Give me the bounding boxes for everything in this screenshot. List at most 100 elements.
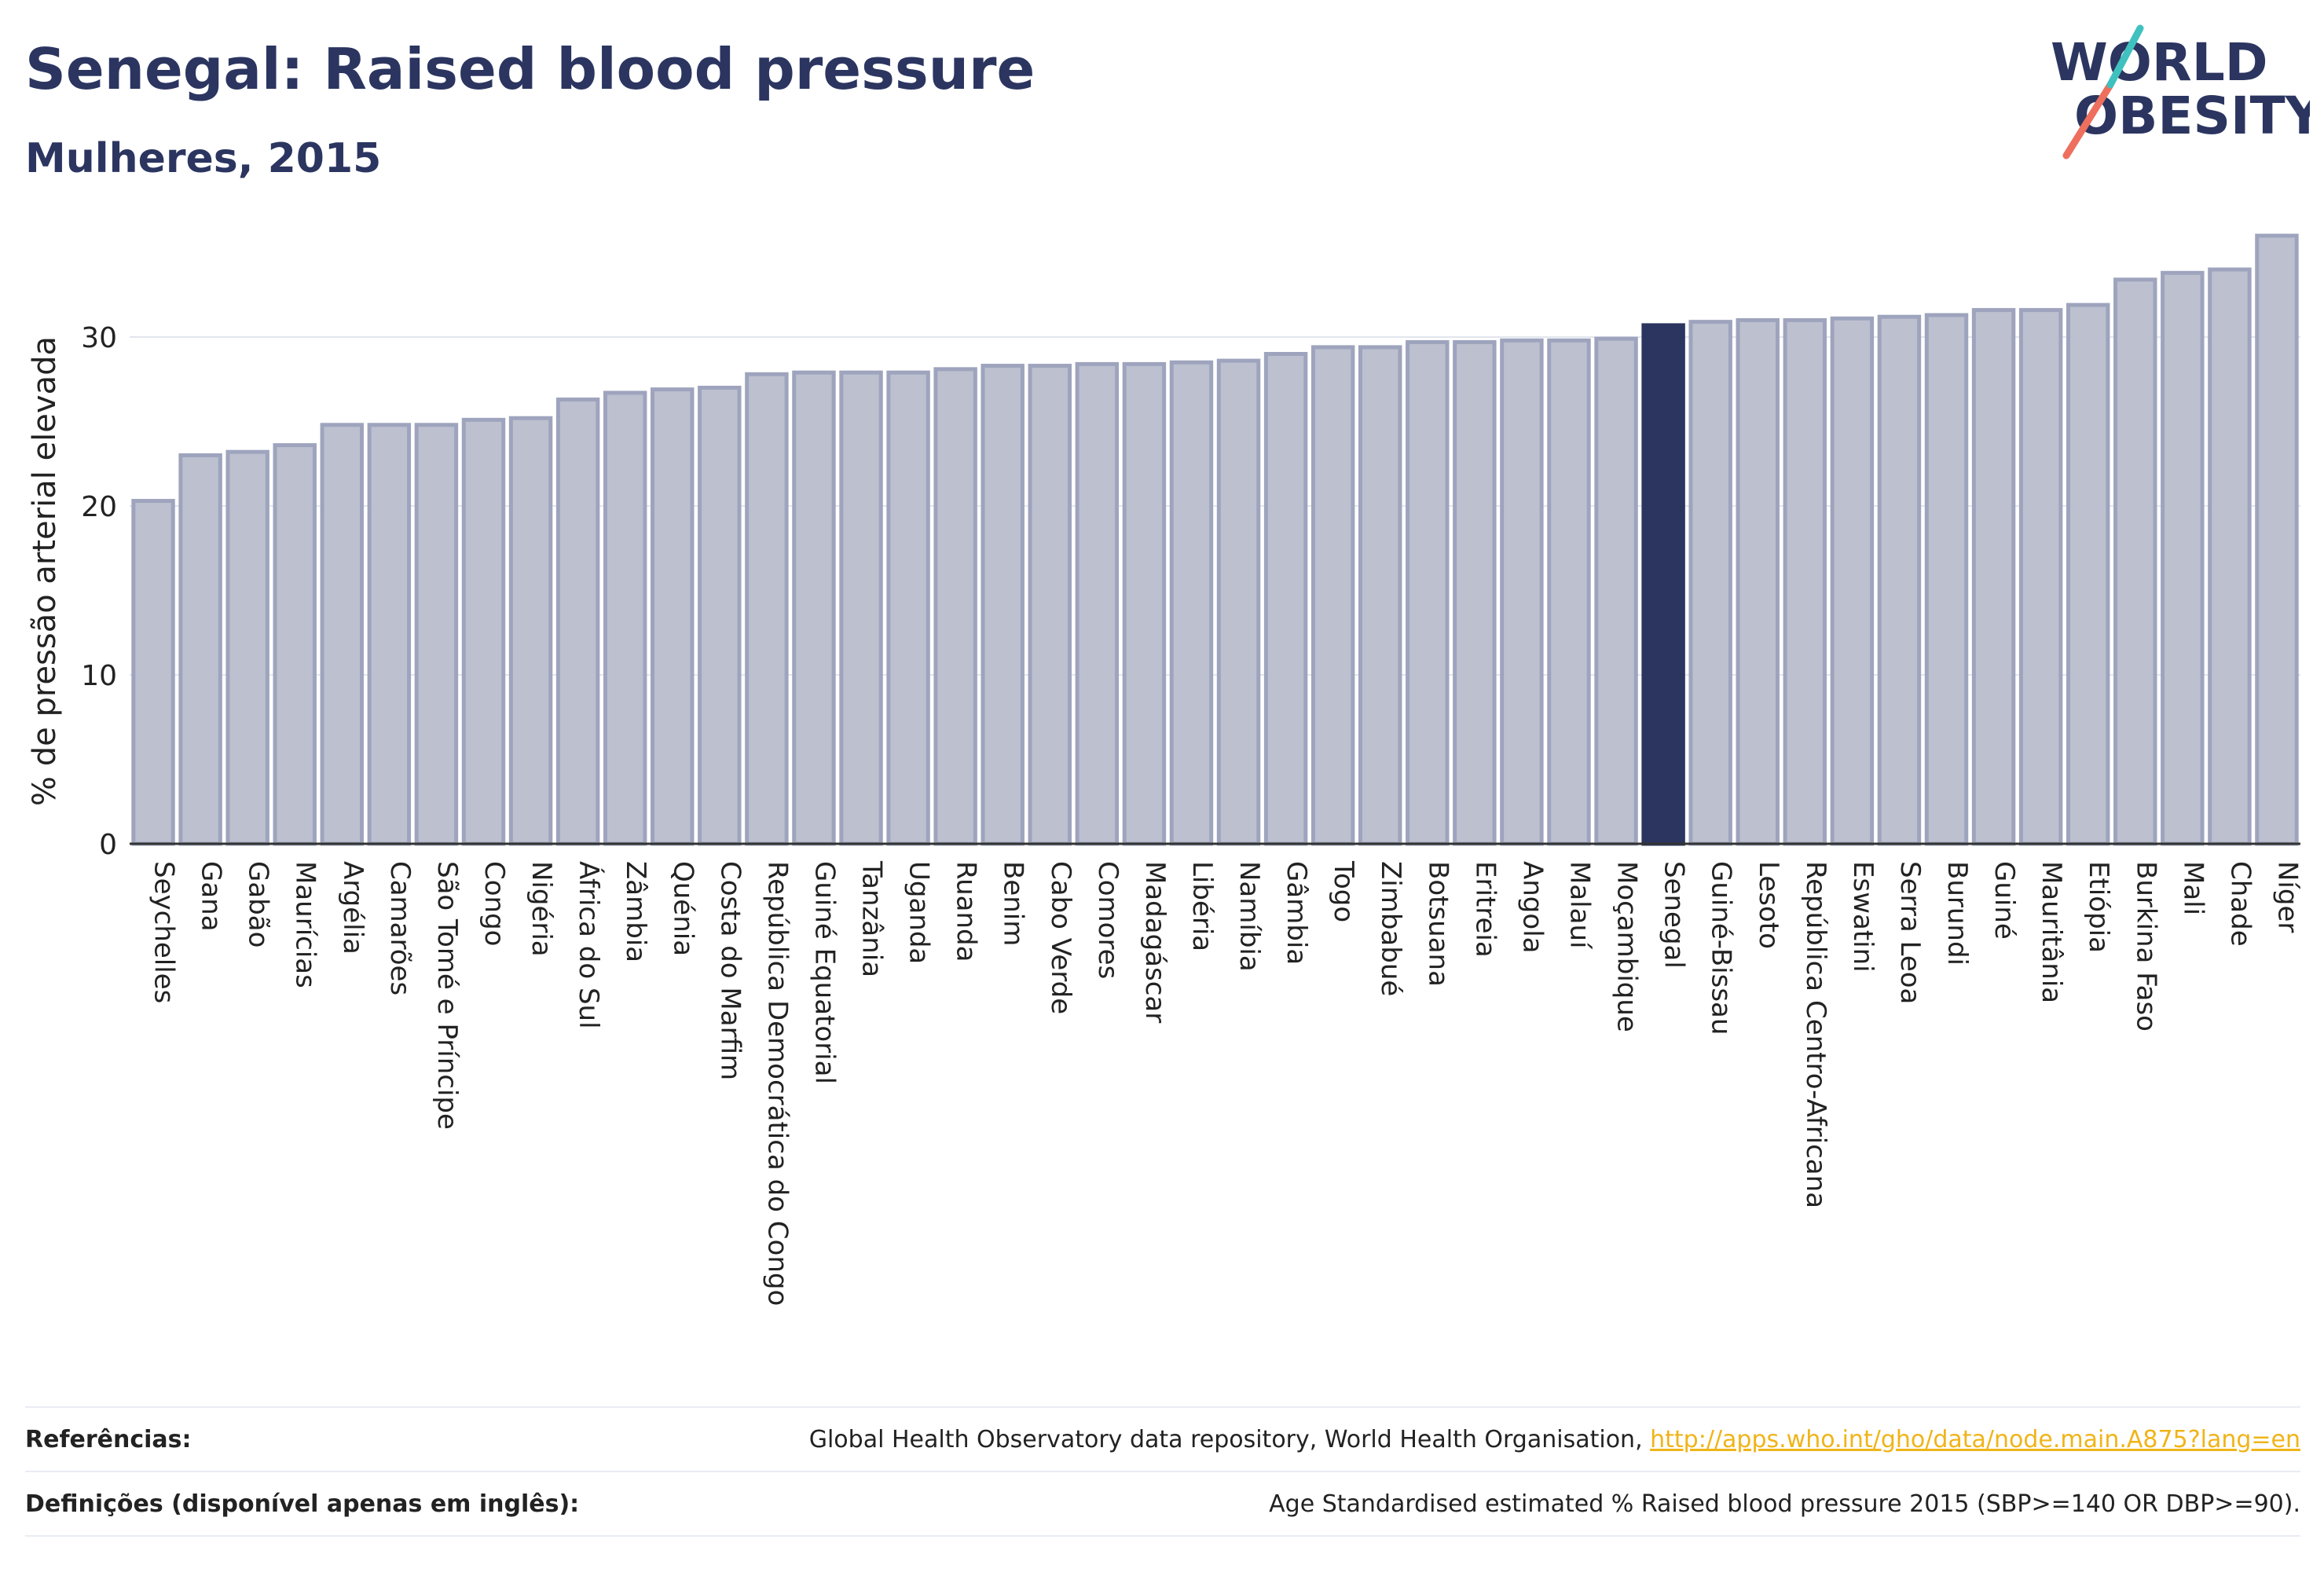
x-tick-label: Botsuana bbox=[1422, 861, 1453, 987]
logo-slash-coral bbox=[2062, 81, 2114, 159]
x-tick-label: Níger bbox=[2271, 861, 2303, 933]
bar bbox=[1406, 339, 1450, 846]
bar bbox=[2066, 302, 2110, 846]
references-link[interactable]: http://apps.who.int/gho/data/node.main.A… bbox=[1650, 1425, 2300, 1453]
bar bbox=[1500, 338, 1544, 846]
y-tick-label: 30 bbox=[81, 322, 117, 354]
references-label: Referências: bbox=[25, 1425, 192, 1453]
x-tick-label: Senegal bbox=[1659, 861, 1690, 969]
references-value: Global Health Observatory data repositor… bbox=[809, 1426, 2300, 1453]
x-tick-label: Camarões bbox=[384, 861, 416, 995]
x-tick-label: Chade bbox=[2224, 861, 2256, 947]
x-tick-label: Nigéria bbox=[526, 861, 557, 957]
definitions-label: Definições (disponível apenas em inglês)… bbox=[25, 1490, 580, 1518]
x-tick-label: Congo bbox=[478, 861, 510, 946]
x-tick-label: Gana bbox=[196, 861, 227, 932]
x-tick-label: África do Sul bbox=[573, 861, 605, 1029]
bar bbox=[461, 417, 506, 846]
bar bbox=[1453, 339, 1497, 846]
bar bbox=[2255, 233, 2299, 846]
x-tick-label: República Democrática do Congo bbox=[761, 861, 793, 1306]
world-obesity-logo: WORLD OBESITY bbox=[2051, 24, 2310, 159]
x-tick-label: Ruanda bbox=[951, 861, 982, 962]
bar bbox=[1877, 314, 1922, 846]
x-tick-label: Togo bbox=[1328, 860, 1359, 922]
logo-slash-teal bbox=[2106, 24, 2144, 89]
x-tick-label: Madagáscar bbox=[1139, 861, 1171, 1023]
bar bbox=[1169, 360, 1214, 846]
x-tick-label: Benim bbox=[998, 861, 1029, 946]
chart-title: Senegal: Raised blood pressure bbox=[25, 36, 1036, 102]
bar bbox=[1736, 318, 1780, 846]
x-tick-label: Uganda bbox=[904, 861, 935, 964]
bar-chart: 0 10 20 30 Seychelles Gana Gabão Maurícias Argé… bbox=[27, 233, 2303, 1306]
definitions-row: Definições (disponível apenas em inglês)… bbox=[25, 1471, 2300, 1537]
x-tick-label: Moçambique bbox=[1611, 861, 1643, 1032]
logo-line2: OBESITY bbox=[2074, 86, 2310, 146]
x-tick-label: Eritreia bbox=[1469, 861, 1501, 958]
bar bbox=[414, 423, 459, 846]
bar bbox=[886, 370, 930, 846]
y-tick-labels: 0 10 20 30 bbox=[81, 322, 117, 861]
footer: Referências: Global Health Observatory d… bbox=[25, 1406, 2300, 1537]
bar bbox=[1028, 364, 1072, 846]
x-tick-label: São Tomé e Príncipe bbox=[431, 861, 463, 1130]
x-tick-label: Burkina Faso bbox=[2130, 861, 2161, 1032]
x-tick-label: Zâmbia bbox=[620, 861, 651, 962]
x-tick-label: Etiópia bbox=[2083, 861, 2114, 953]
bar bbox=[1830, 316, 1875, 846]
y-axis-label: % de pressão arterial elevada bbox=[27, 336, 63, 806]
bars bbox=[131, 233, 2299, 846]
bar bbox=[2208, 267, 2252, 846]
x-tick-label: Gâmbia bbox=[1281, 861, 1312, 965]
bar bbox=[225, 449, 269, 846]
bar bbox=[2113, 277, 2157, 846]
bar bbox=[933, 367, 977, 846]
logo-line1: WORLD bbox=[2051, 32, 2268, 93]
x-tick-label: Tanzânia bbox=[856, 860, 888, 977]
bar bbox=[1263, 352, 1308, 846]
x-tick-label: República Centro-Africana bbox=[1800, 861, 1831, 1208]
x-tick-label: Quénia bbox=[667, 861, 698, 956]
bar bbox=[1594, 336, 1638, 846]
x-tick-label: Costa do Marfim bbox=[714, 861, 746, 1080]
y-tick-label: 10 bbox=[81, 660, 117, 692]
x-tick-label: Argélia bbox=[337, 861, 368, 955]
x-tick-label: Guiné Equatorial bbox=[808, 861, 840, 1084]
chart-subtitle: Mulheres, 2015 bbox=[25, 135, 382, 182]
bar bbox=[981, 364, 1025, 846]
bar bbox=[1358, 345, 1402, 846]
bar-highlight bbox=[1641, 323, 1685, 846]
y-tick-label: 0 bbox=[99, 829, 117, 861]
x-tick-label: Comores bbox=[1092, 861, 1124, 979]
x-tick-label: Gabão bbox=[243, 861, 274, 947]
bar bbox=[2018, 308, 2063, 846]
x-tick-label: Guiné bbox=[1989, 861, 2020, 940]
x-tick-label: Guiné-Bissau bbox=[1706, 861, 1737, 1035]
x-tick-label: Lesoto bbox=[1753, 861, 1784, 949]
bar bbox=[1075, 361, 1120, 846]
x-tick-label: Serra Leoa bbox=[1894, 861, 1926, 1004]
bar bbox=[2161, 270, 2205, 846]
x-tick-label: Libéria bbox=[1186, 861, 1218, 951]
bar bbox=[131, 499, 175, 846]
bar bbox=[651, 387, 695, 846]
bar bbox=[1971, 308, 2016, 846]
x-tick-label: Seychelles bbox=[148, 861, 180, 1003]
x-tick-label: Cabo Verde bbox=[1045, 861, 1076, 1014]
y-tick-label: 20 bbox=[81, 491, 117, 523]
x-tick-label: Angola bbox=[1516, 861, 1548, 953]
bar bbox=[1310, 345, 1355, 846]
bar bbox=[320, 423, 365, 846]
x-tick-label: Maurícias bbox=[290, 861, 321, 988]
bar bbox=[555, 398, 600, 846]
x-tick-label: Eswatini bbox=[1847, 861, 1879, 973]
bar bbox=[1688, 320, 1732, 846]
bar bbox=[178, 453, 222, 846]
bar bbox=[745, 372, 789, 846]
x-tick-label: Zimbabué bbox=[1375, 861, 1406, 996]
bar bbox=[603, 390, 647, 846]
bar bbox=[273, 443, 317, 846]
references-text: Global Health Observatory data repositor… bbox=[808, 1425, 1651, 1453]
bar bbox=[839, 370, 883, 846]
